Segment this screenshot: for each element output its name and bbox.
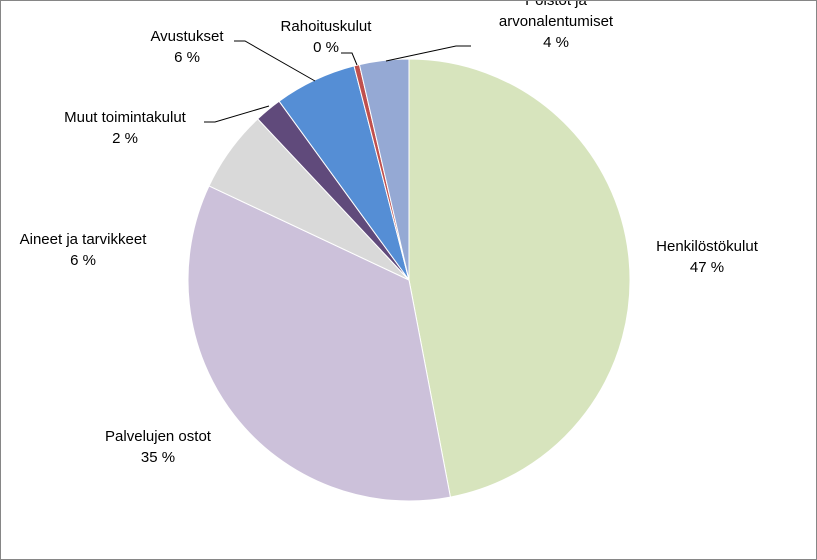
pie-slice-palvelujen-ostot bbox=[187, 185, 451, 502]
pie-slices bbox=[187, 58, 631, 502]
slice-percent-text: 35 % bbox=[141, 449, 175, 466]
slice-percent-text: 6 % bbox=[70, 252, 96, 269]
pie-slice-henkilostokulut bbox=[408, 58, 631, 498]
slice-name-text: Palvelujen ostot bbox=[105, 428, 212, 445]
slice-percent-text: 4 % bbox=[543, 34, 569, 51]
data-label-avustukset: Avustukset 6 % bbox=[150, 28, 224, 66]
data-label-palvelujen-ostot: Palvelujen ostot 35 % bbox=[105, 428, 212, 466]
slice-name-text: Henkilöstökulut bbox=[656, 238, 759, 255]
data-label-poistot-ja-arvonalentumiset: Poistot ja arvonalentumiset 4 % bbox=[499, 1, 614, 51]
slice-name-text: arvonalentumiset bbox=[499, 13, 614, 30]
pie-slice-poistot-ja-arvonalentumiset bbox=[358, 58, 410, 281]
data-labels: Henkilöstökulut 47 % Palvelujen ostot 35 % A… bbox=[20, 1, 759, 466]
slice-name-text: Aineet ja tarvikkeet bbox=[20, 231, 148, 248]
slice-name-text: Rahoituskulut bbox=[281, 18, 373, 35]
leader-line-rahoituskulut bbox=[341, 52, 358, 66]
slice-percent-text: 6 % bbox=[174, 49, 200, 66]
data-label-rahoituskulut: Rahoituskulut 0 % bbox=[281, 18, 373, 56]
slice-percent-text: 2 % bbox=[112, 130, 138, 147]
data-label-henkilostokulut: Henkilöstökulut 47 % bbox=[656, 238, 759, 276]
leader-line-avustukset bbox=[234, 40, 316, 82]
leader-line-muut-toimintakulut bbox=[204, 105, 270, 123]
slice-percent-text: 47 % bbox=[690, 259, 724, 276]
leader-line-poistot-ja-arvonalentumiset bbox=[385, 45, 471, 62]
leader-lines bbox=[204, 40, 471, 123]
slice-name-text: Avustukset bbox=[150, 28, 224, 45]
slice-name-text: Muut toimintakulut bbox=[64, 109, 187, 126]
slice-percent-text: 0 % bbox=[313, 39, 339, 56]
data-label-muut-toimintakulut: Muut toimintakulut 2 % bbox=[64, 109, 187, 147]
data-label-aineet-ja-tarvikkeet: Aineet ja tarvikkeet 6 % bbox=[20, 231, 148, 269]
slice-name-text: Poistot ja bbox=[525, 1, 587, 9]
